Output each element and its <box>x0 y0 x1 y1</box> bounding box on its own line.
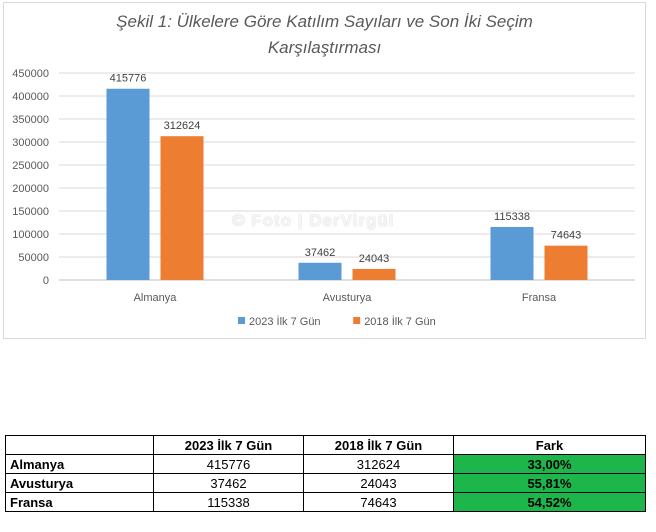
y-tick-label: 300000 <box>12 137 49 149</box>
y-tick-label: 350000 <box>12 114 49 126</box>
watermark: © Foto | DerVirgül <box>232 211 395 230</box>
data-label: 24043 <box>359 253 390 265</box>
data-label: 115338 <box>494 211 530 223</box>
legend-swatch <box>353 317 361 324</box>
cell-fark: 33,00% <box>453 454 646 474</box>
chart-title-line-1: Şekil 1: Ülkelere Göre Katılım Sayıları … <box>116 12 533 31</box>
data-label: 312624 <box>164 120 201 132</box>
chart-title: Şekil 1: Ülkelere Göre Katılım Sayıları … <box>4 9 645 61</box>
legend-label: 2018 İlk 7 Gün <box>364 315 436 328</box>
bar <box>544 245 588 280</box>
y-tick-label: 400000 <box>12 91 49 103</box>
data-label: 37462 <box>305 247 336 259</box>
cell-fark: 55,81% <box>453 473 646 493</box>
x-tick-label: Fransa <box>522 292 557 304</box>
cell-fark: 54,52% <box>453 492 646 512</box>
table-header-row: 2023 İlk 7 Gün 2018 İlk 7 Gün Fark <box>5 435 646 455</box>
row-label: Almanya <box>5 454 154 474</box>
bar <box>160 136 204 280</box>
chart-container: Şekil 1: Ülkelere Göre Katılım Sayıları … <box>3 2 646 339</box>
bar <box>352 268 396 280</box>
y-tick-label: 0 <box>43 275 49 287</box>
x-tick-label: Avusturya <box>323 292 373 304</box>
table-row: Avusturya 37462 24043 55,81% <box>5 473 646 493</box>
y-tick-label: 200000 <box>12 183 49 195</box>
bar <box>490 226 534 280</box>
y-tick-label: 450000 <box>12 68 49 80</box>
y-tick-label: 150000 <box>12 206 49 218</box>
data-label: 74643 <box>551 230 582 242</box>
table-row: Almanya 415776 312624 33,00% <box>5 454 646 474</box>
y-tick-label: 250000 <box>12 160 49 172</box>
x-tick-label: Almanya <box>134 292 178 304</box>
legend-swatch <box>238 317 245 324</box>
cell-2023: 115338 <box>153 492 304 512</box>
cell-2023: 415776 <box>153 454 304 474</box>
cell-2018: 312624 <box>303 454 454 474</box>
chart-title-line-2: Karşılaştırması <box>267 38 382 57</box>
comparison-table: 2023 İlk 7 Gün 2018 İlk 7 Gün Fark Alman… <box>5 435 646 512</box>
table-header-fark: Fark <box>453 435 646 455</box>
legend-label: 2023 İlk 7 Gün <box>249 315 321 328</box>
data-label: 415776 <box>110 73 147 85</box>
cell-2023: 37462 <box>153 473 304 493</box>
y-tick-label: 50000 <box>18 252 49 264</box>
table-header-empty <box>5 435 154 455</box>
cell-2018: 24043 <box>303 473 454 493</box>
row-label: Avusturya <box>5 473 154 493</box>
table-header-2018: 2018 İlk 7 Gün <box>303 435 454 455</box>
bar <box>298 262 342 280</box>
row-label: Fransa <box>5 492 154 512</box>
table-header-2023: 2023 İlk 7 Gün <box>153 435 304 455</box>
cell-2018: 74643 <box>303 492 454 512</box>
bar <box>106 88 150 280</box>
bar-chart: 0 50000 100000 150000 200000 250000 300000 3500… <box>12 68 635 328</box>
table-row: Fransa 115338 74643 54,52% <box>5 492 646 512</box>
y-tick-label: 100000 <box>12 229 49 241</box>
